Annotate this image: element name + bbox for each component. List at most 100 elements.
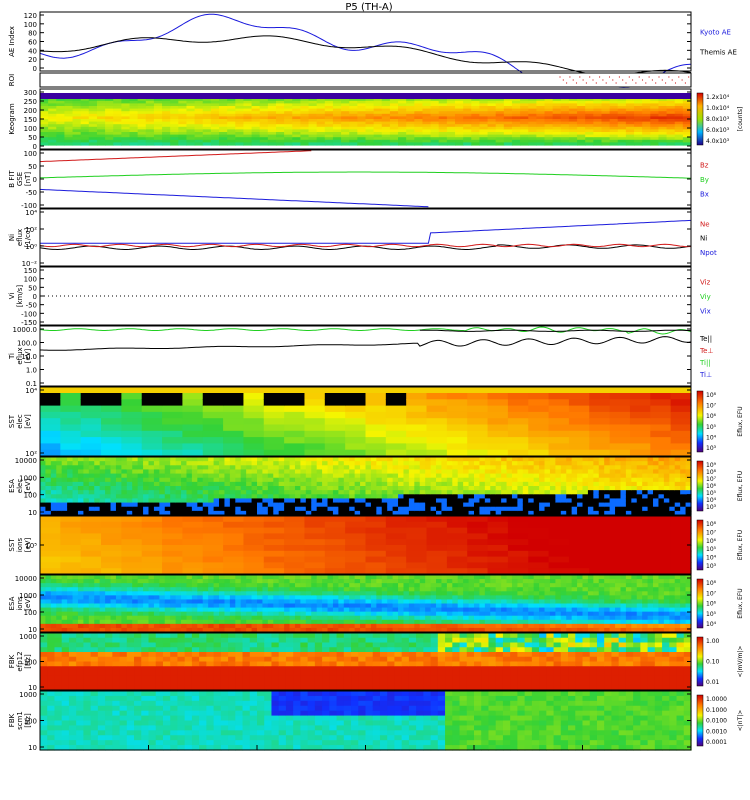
- spectro-cell: [650, 550, 672, 558]
- spectro-cell: [533, 502, 540, 508]
- spectro-cell: [682, 139, 692, 143]
- spectro-cell: [658, 126, 668, 130]
- spectro-cell: [658, 457, 665, 462]
- spectro-cell: [403, 510, 410, 516]
- spectro-cell: [289, 627, 296, 633]
- spectro-cell: [593, 139, 603, 143]
- spectro-cell: [182, 533, 204, 540]
- spectro-cell: [647, 490, 654, 495]
- spectro-cell: [162, 550, 183, 558]
- spectro-cell: [94, 575, 101, 580]
- spectro-cell: [105, 510, 112, 516]
- sst-ions-spectrogram: [40, 516, 692, 575]
- spectro-cell: [96, 98, 106, 102]
- spectro-cell: [240, 575, 247, 580]
- spectro-cell: [72, 461, 79, 466]
- spectro-cell: [132, 486, 139, 491]
- spectro-cell: [88, 510, 95, 516]
- spectro-cell: [631, 481, 638, 487]
- spectro-cell: [153, 627, 160, 633]
- spectro-cell: [72, 108, 82, 112]
- spectro-cell: [392, 481, 399, 487]
- spectro-cell: [88, 126, 98, 130]
- spectro-cell: [549, 481, 556, 487]
- spectro-cell: [145, 126, 155, 130]
- spectro-cell: [625, 103, 635, 107]
- spectro-cell: [455, 139, 464, 143]
- spectro-cell: [479, 486, 486, 491]
- spectro-cell: [533, 486, 540, 491]
- spectro-cell: [80, 129, 90, 133]
- spectro-cell: [381, 506, 388, 512]
- spectro-cell: [487, 437, 509, 444]
- spectro-cell: [467, 443, 489, 451]
- spectro-cell: [357, 137, 367, 141]
- spectro-cell: [316, 119, 326, 123]
- spectro-cell: [40, 418, 61, 426]
- spectro-cell: [213, 607, 220, 613]
- spectro-cell: [94, 603, 101, 609]
- spectro-cell: [471, 134, 481, 138]
- spectro-cell: [598, 477, 605, 483]
- spectro-cell: [137, 457, 144, 462]
- spectro-cell: [343, 603, 350, 609]
- spectro-cell: [376, 486, 383, 491]
- spectro-cell: [406, 108, 415, 112]
- spectro-cell: [593, 116, 603, 120]
- spectro-cell: [64, 119, 74, 123]
- spectro-cell: [332, 591, 339, 596]
- spectro-cell: [110, 502, 117, 508]
- spectro-cell: [105, 100, 114, 104]
- spectro-cell: [50, 481, 57, 487]
- spectro-cell: [159, 494, 166, 500]
- roi-dot: [612, 79, 614, 81]
- spectro-cell: [175, 599, 182, 605]
- spectro-cell: [625, 490, 632, 495]
- spectro-cell: [219, 461, 226, 466]
- spectro-cell: [278, 575, 285, 580]
- spectro-cell: [137, 473, 144, 479]
- spectro-cell: [349, 132, 358, 136]
- spectro-cell: [80, 418, 102, 426]
- spectro-cell: [113, 113, 122, 117]
- spectro-cell: [495, 106, 505, 110]
- spectro-cell: [159, 490, 166, 495]
- spectro-cell: [507, 521, 529, 529]
- spectro-cell: [64, 121, 74, 125]
- spectro-cell: [121, 126, 131, 130]
- spectro-cell: [414, 132, 424, 136]
- spectro-cell: [487, 137, 497, 141]
- spectro-cell: [629, 437, 651, 444]
- spectro-cell: [202, 510, 209, 516]
- spectro-cell: [650, 424, 672, 432]
- spectro-cell: [625, 106, 635, 110]
- spectro-cell: [278, 591, 285, 596]
- spectro-cell: [72, 575, 79, 580]
- spectro-cell: [536, 142, 546, 146]
- spectro-cell: [308, 98, 318, 102]
- spectro-cell: [164, 579, 171, 584]
- spectro-cell: [495, 132, 505, 136]
- spectro-cell: [414, 100, 424, 104]
- spectro-cell: [365, 473, 372, 479]
- spectro-cell: [289, 481, 296, 487]
- spectro-cell: [141, 424, 163, 432]
- spectro-cell: [284, 399, 306, 407]
- spectro-cell: [425, 477, 432, 483]
- spectro-cell: [463, 129, 472, 133]
- spectro-cell: [349, 494, 356, 500]
- spectro-cell: [257, 473, 264, 479]
- spectro-cell: [137, 465, 144, 471]
- spectro-cell: [438, 103, 448, 107]
- spectro-cell: [349, 119, 358, 123]
- spectro-cell: [105, 142, 114, 146]
- spectro-cell: [365, 510, 372, 516]
- spectro-cell: [162, 521, 183, 529]
- spectro-cell: [533, 469, 540, 475]
- spectro-cell: [224, 627, 231, 633]
- spectro-cell: [126, 575, 133, 580]
- spectro-cell: [121, 506, 128, 512]
- spectro-cell: [322, 457, 329, 462]
- spectro-cell: [544, 106, 554, 110]
- spectro-cell: [311, 461, 318, 466]
